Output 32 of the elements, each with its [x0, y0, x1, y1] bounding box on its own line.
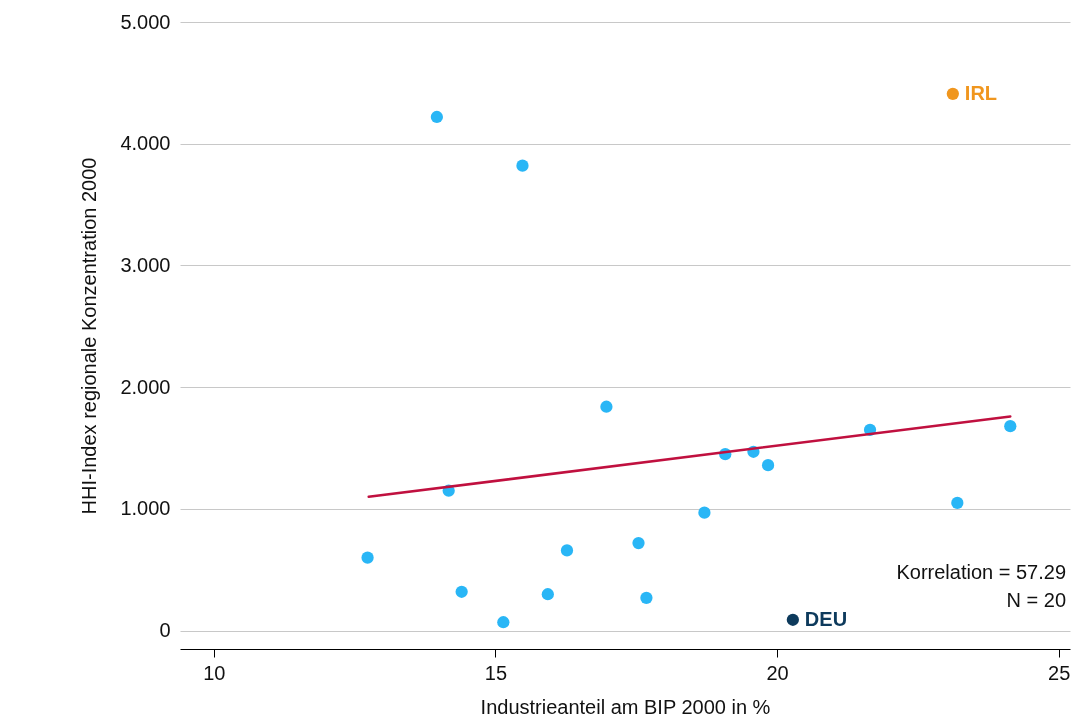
- point: [640, 591, 653, 604]
- point: [600, 400, 613, 413]
- point: [560, 544, 574, 557]
- x-tick-label: 15: [484, 661, 508, 684]
- x-tick-label: 25: [1048, 661, 1071, 684]
- point: [951, 496, 964, 510]
- point: [698, 506, 711, 519]
- point: [430, 110, 443, 124]
- x-tick-label: 10: [203, 661, 226, 684]
- point: [632, 536, 645, 550]
- point: [361, 551, 374, 564]
- series-label: IRL: [964, 81, 998, 104]
- y-tick-label: 4.000: [120, 132, 171, 155]
- x-axis-title: Industrieanteil am BIP 2000 in %: [480, 695, 771, 718]
- series-label: DEU: [804, 607, 848, 630]
- annotation: Korrelation = 57.29: [896, 561, 1066, 583]
- point: [761, 459, 775, 472]
- point: [541, 588, 554, 601]
- point: [1004, 420, 1017, 433]
- annotation: N = 20: [1006, 589, 1066, 611]
- point: [497, 616, 510, 629]
- point: [455, 585, 468, 598]
- point: [786, 613, 799, 626]
- y-tick-label: 1.000: [120, 497, 171, 520]
- point: [946, 87, 959, 100]
- y-tick-label: 2.000: [120, 375, 171, 398]
- y-axis-title: HHI-Index regionale Konzentration 2000: [78, 157, 101, 515]
- x-tick-label: 20: [766, 661, 789, 684]
- y-tick-label: 3.000: [120, 254, 171, 276]
- y-tick-label: 0: [159, 619, 171, 642]
- point: [516, 159, 529, 172]
- y-tick-label: 5.000: [120, 10, 171, 33]
